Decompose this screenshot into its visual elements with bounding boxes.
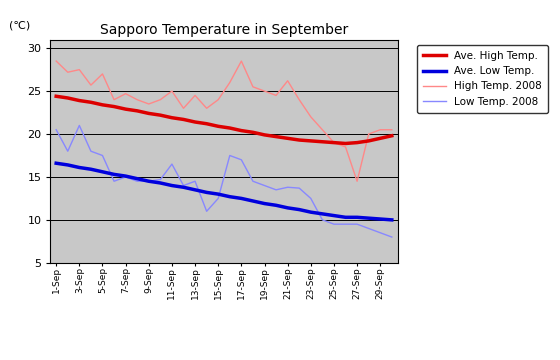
Legend: Ave. High Temp., Ave. Low Temp., High Temp. 2008, Low Temp. 2008: Ave. High Temp., Ave. Low Temp., High Te… <box>417 45 548 113</box>
Title: Sapporo Temperature in September: Sapporo Temperature in September <box>100 23 348 37</box>
Text: (℃): (℃) <box>9 21 30 31</box>
